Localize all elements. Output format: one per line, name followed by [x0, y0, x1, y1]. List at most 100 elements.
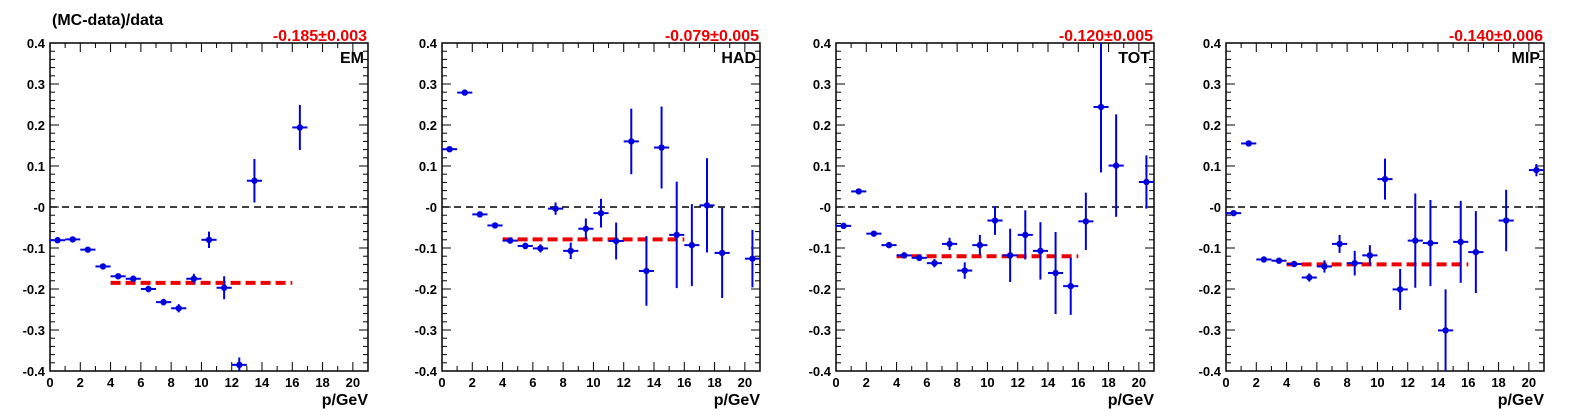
- data-point: [292, 104, 308, 151]
- point-marker: [1321, 263, 1328, 270]
- point-marker: [251, 177, 258, 184]
- data-point: [1108, 114, 1124, 217]
- panel-label: HAD: [721, 50, 756, 67]
- point-marker: [1366, 252, 1374, 259]
- point-marker: [688, 241, 696, 249]
- point-marker: [506, 237, 514, 244]
- data-point: [1468, 211, 1484, 294]
- data-point: [140, 285, 156, 293]
- point-marker: [567, 247, 574, 255]
- data-point: [1377, 158, 1393, 200]
- x-tick-label: 10: [1370, 375, 1384, 390]
- point-marker: [1412, 237, 1419, 244]
- x-tick-label: 10: [194, 375, 208, 390]
- point-marker: [597, 209, 605, 217]
- data-point: [699, 158, 715, 253]
- point-marker: [946, 240, 953, 248]
- point-marker: [1457, 238, 1464, 246]
- y-tick-label: -0: [819, 200, 831, 215]
- x-tick-label: 14: [1431, 375, 1446, 390]
- point-marker: [1396, 286, 1404, 293]
- data-point: [942, 237, 958, 251]
- data-point: [201, 231, 217, 248]
- y-tick-label: 0.4: [1203, 36, 1222, 51]
- data-point: [1438, 289, 1454, 371]
- y-tick-label: 0.2: [419, 118, 437, 133]
- point-marker: [1067, 282, 1074, 290]
- point-marker: [461, 89, 468, 96]
- data-point: [95, 263, 111, 270]
- y-tick-label: -0.4: [1199, 364, 1222, 379]
- y-tick-label: 0.3: [27, 77, 45, 92]
- point-marker: [628, 138, 635, 145]
- x-tick-label: 18: [1101, 375, 1115, 390]
- x-tick-label: 4: [499, 375, 507, 390]
- data-point: [926, 259, 942, 268]
- data-points: [442, 89, 760, 306]
- data-point: [896, 252, 912, 259]
- data-point: [442, 145, 458, 153]
- x-tick-label: 16: [1071, 375, 1085, 390]
- y-tick-label: -0.4: [809, 364, 832, 379]
- point-marker: [1006, 252, 1014, 259]
- point-marker: [703, 202, 711, 209]
- fit-result-label: -0.185±0.003: [273, 28, 367, 45]
- data-point: [65, 236, 81, 243]
- data-points: [836, 43, 1154, 315]
- data-point: [1392, 268, 1408, 310]
- data-point: [110, 273, 126, 280]
- data-point: [1498, 189, 1514, 252]
- data-point: [487, 222, 503, 229]
- x-tick-label: 6: [923, 375, 930, 390]
- data-point: [1286, 260, 1302, 268]
- panel-label: EM: [340, 50, 364, 67]
- data-point: [1078, 192, 1094, 251]
- x-tick-label: 20: [346, 375, 360, 390]
- point-marker: [114, 273, 122, 280]
- point-marker: [175, 305, 182, 312]
- data-point: [1347, 250, 1363, 276]
- point-marker: [1427, 239, 1434, 247]
- data-point: [911, 254, 927, 262]
- point-marker: [205, 236, 213, 243]
- data-point: [836, 222, 852, 230]
- point-marker: [1112, 162, 1120, 169]
- data-point: [1407, 193, 1423, 288]
- y-tick-label: -0.3: [23, 323, 45, 338]
- data-point: [744, 229, 760, 288]
- fit-result-label: -0.120±0.005: [1059, 28, 1153, 45]
- x-axis-label: p/GeV: [322, 392, 369, 409]
- panel-em: 0 2 4 6 8 10 12 14 16 18 20 0.4 0.3 0.2 0.1 -0 -0.1 -0.2 -…: [23, 28, 369, 409]
- data-point: [593, 198, 609, 228]
- point-marker: [1260, 256, 1268, 263]
- point-marker: [855, 188, 862, 195]
- data-point: [231, 357, 247, 371]
- point-marker: [673, 231, 680, 239]
- data-point: [1017, 210, 1033, 260]
- y-tick-label: -0.1: [809, 241, 831, 256]
- x-tick-label: 4: [1283, 375, 1291, 390]
- panel-label: TOT: [1118, 50, 1150, 67]
- data-point: [669, 181, 685, 289]
- x-tick-label: 20: [1522, 375, 1536, 390]
- point-marker: [446, 145, 453, 153]
- fit-result-label: -0.079±0.005: [665, 28, 759, 45]
- point-marker: [1037, 247, 1044, 255]
- x-tick-label: 16: [1461, 375, 1475, 390]
- data-point: [957, 262, 973, 279]
- fit-result-label: -0.140±0.006: [1449, 28, 1543, 45]
- data-point: [608, 222, 624, 260]
- point-marker: [1097, 103, 1105, 111]
- data-point: [532, 244, 548, 253]
- data-point: [548, 202, 564, 215]
- x-tick-label: 10: [980, 375, 994, 390]
- data-points: [1226, 140, 1544, 371]
- x-tick-label: 14: [255, 375, 270, 390]
- y-tick-label: -0: [425, 200, 437, 215]
- y-tick-label: -0.1: [1199, 241, 1221, 256]
- point-marker: [582, 225, 590, 232]
- x-tick-label: 2: [863, 375, 870, 390]
- data-point: [578, 218, 594, 239]
- data-point: [623, 108, 639, 175]
- x-tick-label: 6: [1313, 375, 1320, 390]
